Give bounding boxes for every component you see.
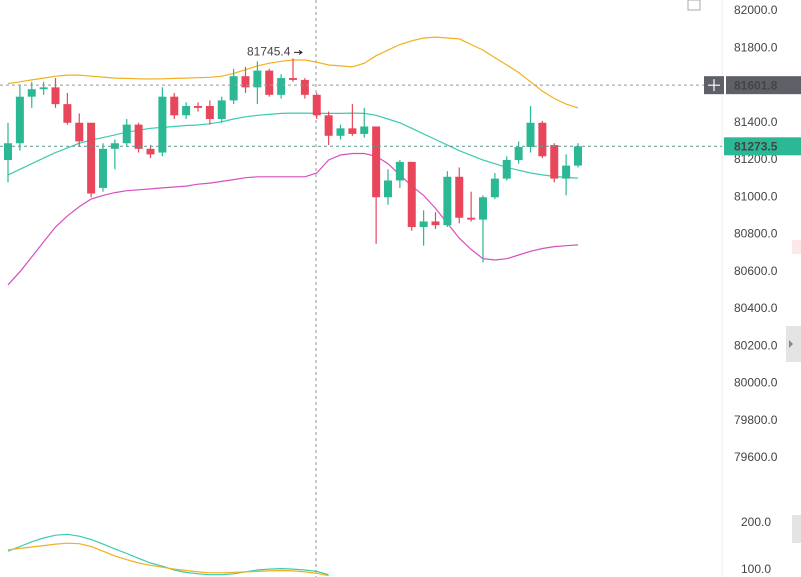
y-tick-label: 80000.0 [734,376,778,390]
candle-body [419,221,428,228]
candle-body [514,146,523,160]
candle-body [479,197,487,220]
candle-body [538,122,547,157]
y-tick-label: 79600.0 [734,450,778,464]
candle-body [372,126,381,198]
candle-body [443,176,452,226]
candle-body [134,124,143,149]
y-tick-label: 81200.0 [734,152,778,166]
candle-body [300,79,309,95]
indicator-tick-label: 200.0 [741,515,771,529]
band-line [7,112,579,179]
scroll-arrow [789,340,793,348]
candle-body [312,94,321,116]
candle-body [99,148,107,188]
candle-body [348,128,357,134]
crosshair-price-tag [726,76,801,95]
candle-body [324,115,333,136]
candle-body [39,87,48,90]
candle-body [122,124,131,144]
indicator-line [7,542,329,577]
y-tick-label: 80400.0 [734,301,778,315]
y-tick-label: 81400.0 [734,115,778,129]
crosshair-price-label: 81601.8 [734,78,778,92]
plus-icon [708,79,720,92]
y-tick-label: 82000.0 [734,3,778,17]
candle-body [265,70,274,95]
candle-body [63,104,72,123]
candle-body [574,146,582,166]
high-arrow [294,50,303,55]
candle-body [4,143,12,160]
candle-body [51,87,60,105]
y-tick-label: 80200.0 [734,338,778,352]
candle-body [455,176,464,218]
candle-body [502,160,511,179]
y-tick-label: 80800.0 [734,227,778,241]
candle-body [75,122,84,142]
y-tick-label: 80600.0 [734,264,778,278]
last-price-tag [724,137,801,156]
candle-body [27,89,36,97]
candle-body [217,100,226,120]
edge-marker [792,515,801,543]
candle-body [229,76,238,101]
candle-body [87,122,96,194]
candle-body [407,161,416,228]
last-price-label: 81273.5 [734,139,778,153]
candle-body [158,96,167,153]
y-tick-label: 81000.0 [734,189,778,203]
edge-marker [792,240,801,254]
candle-body [562,165,571,179]
candle-body [384,180,392,198]
candle-body [170,96,179,116]
candle-body [205,105,214,120]
candle-body [395,161,404,181]
candle-body [277,78,286,95]
candle-body [360,126,369,134]
candle-body [467,217,476,220]
candle-body [490,178,499,198]
y-tick-label: 81800.0 [734,40,778,54]
corner-icon[interactable] [687,0,701,11]
candle-body [431,221,440,226]
candle-body [241,76,250,88]
candle-body [550,145,559,179]
y-tick-label: 79800.0 [734,413,778,427]
candle-body [289,78,297,80]
candle-body [146,148,155,155]
candle-body [15,96,24,144]
candle-body [253,70,262,88]
candle-body [194,105,202,108]
high-label: 81745.4 [247,45,291,59]
candle-body [526,122,535,147]
candle-body [182,105,191,116]
scroll-handle[interactable] [786,326,801,362]
indicator-tick-label: 100.0 [741,562,771,576]
candle-body [336,128,345,136]
